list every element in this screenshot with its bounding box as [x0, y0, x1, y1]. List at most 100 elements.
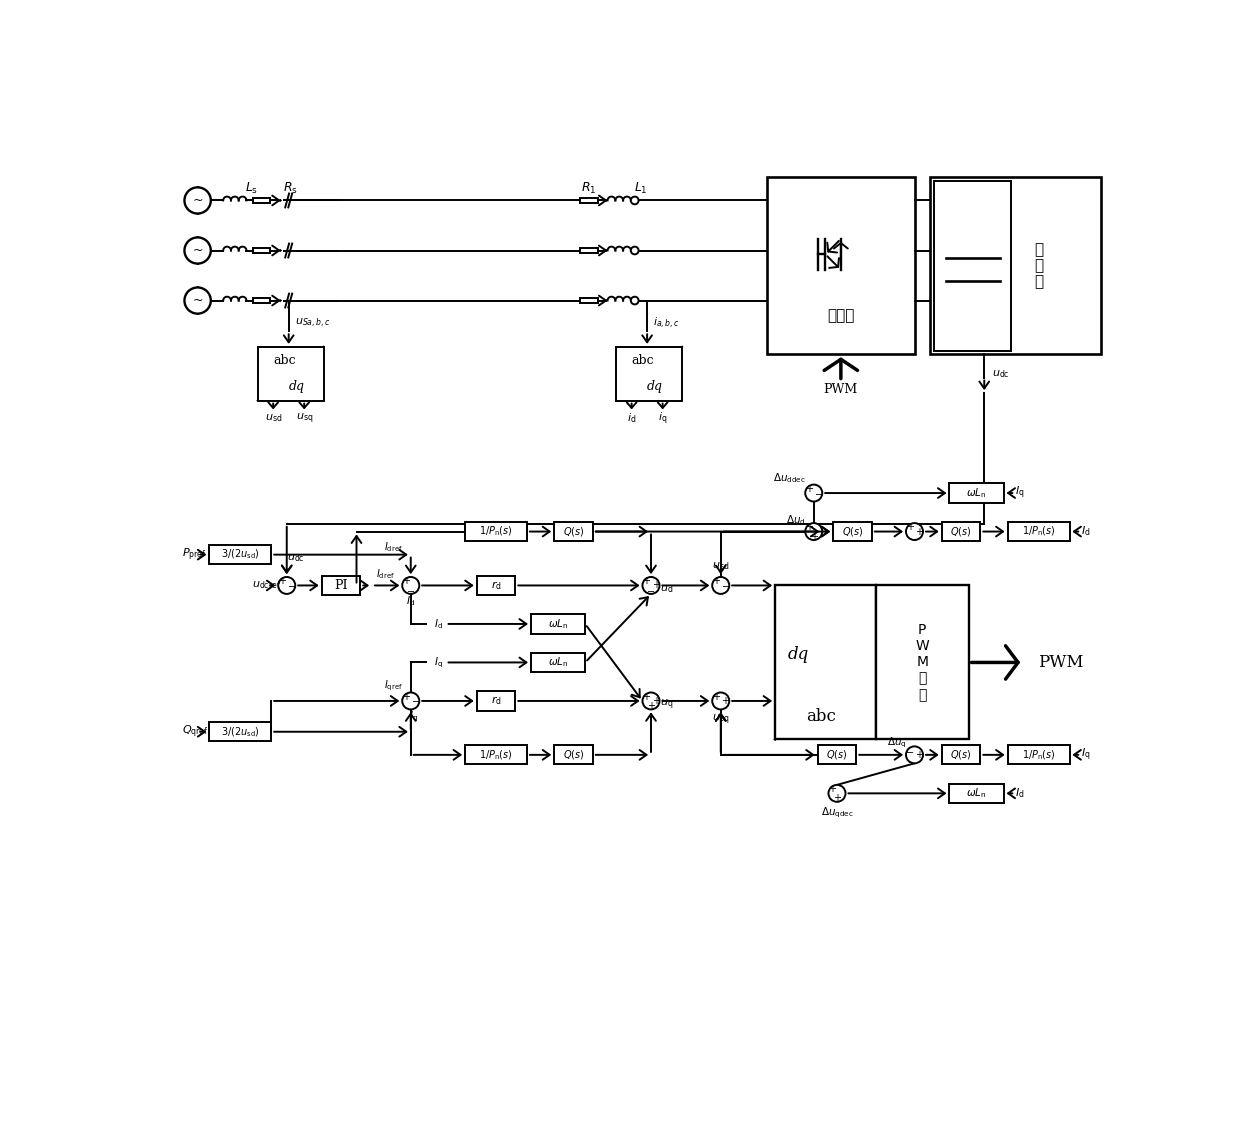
- Text: $u_{\rm q}$: $u_{\rm q}$: [660, 698, 673, 712]
- Circle shape: [712, 577, 729, 594]
- Text: +: +: [278, 576, 286, 586]
- Text: $Q(s)$: $Q(s)$: [950, 748, 972, 762]
- Text: $3/(2u_{\rm sd})$: $3/(2u_{\rm sd})$: [221, 724, 259, 738]
- Text: $u_{\rm dcref}$: $u_{\rm dcref}$: [252, 579, 281, 592]
- Circle shape: [642, 693, 660, 710]
- Text: +: +: [906, 522, 914, 532]
- Text: $\Delta u_{\rm ddec}$: $\Delta u_{\rm ddec}$: [773, 470, 806, 485]
- Text: $i_{a,b,c}$: $i_{a,b,c}$: [653, 316, 681, 331]
- Text: $I_{\rm q}$: $I_{\rm q}$: [1081, 747, 1091, 763]
- Text: $\omega L_{\rm n}$: $\omega L_{\rm n}$: [966, 486, 987, 500]
- Text: PWM: PWM: [1039, 654, 1084, 670]
- Circle shape: [642, 577, 660, 594]
- Bar: [833, 522, 872, 541]
- Text: +: +: [915, 526, 923, 537]
- Text: PWM: PWM: [823, 382, 858, 396]
- Bar: [258, 346, 324, 400]
- Circle shape: [278, 577, 295, 594]
- Text: ~: ~: [192, 294, 203, 307]
- Bar: [616, 346, 682, 400]
- Text: $I_{\rm q}$: $I_{\rm q}$: [434, 655, 443, 669]
- Text: abc: abc: [631, 354, 655, 367]
- Text: $I_{\rm qref}$: $I_{\rm qref}$: [384, 678, 403, 693]
- Bar: [554, 745, 593, 765]
- Bar: [476, 576, 516, 595]
- Text: +: +: [642, 576, 650, 586]
- Text: $1/P_{\rm n}(s)$: $1/P_{\rm n}(s)$: [1022, 524, 1055, 539]
- Bar: [210, 544, 272, 565]
- Text: +: +: [805, 522, 813, 532]
- Text: $R_{\rm s}$: $R_{\rm s}$: [283, 181, 298, 197]
- Bar: [580, 298, 598, 304]
- Circle shape: [805, 523, 822, 540]
- Text: $\omega L_{\rm n}$: $\omega L_{\rm n}$: [548, 616, 568, 631]
- Text: dq: dq: [289, 380, 305, 394]
- Text: +: +: [647, 701, 655, 711]
- Circle shape: [906, 746, 923, 764]
- Text: $R_{\rm 1}$: $R_{\rm 1}$: [582, 181, 596, 197]
- Circle shape: [185, 188, 211, 214]
- Text: +: +: [833, 793, 841, 803]
- Text: $1/P_{\rm n}(s)$: $1/P_{\rm n}(s)$: [479, 748, 513, 762]
- Text: 逆变器: 逆变器: [827, 309, 854, 323]
- Bar: [531, 614, 585, 633]
- Text: $L_{\rm 1}$: $L_{\rm 1}$: [634, 181, 647, 197]
- Text: dq: dq: [647, 380, 663, 394]
- Text: +: +: [712, 692, 720, 702]
- Text: $1/P_{\rm n}(s)$: $1/P_{\rm n}(s)$: [479, 524, 513, 539]
- Text: $u_{\rm dc}$: $u_{\rm dc}$: [992, 368, 1009, 379]
- Text: $-$: $-$: [412, 695, 420, 705]
- Bar: [875, 585, 968, 739]
- Bar: [1007, 745, 1069, 765]
- Text: $I_{\rm d}$: $I_{\rm d}$: [407, 594, 415, 608]
- Text: $Q(s)$: $Q(s)$: [842, 525, 863, 538]
- Text: $\Delta u_{\rm q}$: $\Delta u_{\rm q}$: [887, 736, 906, 750]
- Text: $L_{\rm s}$: $L_{\rm s}$: [246, 181, 258, 197]
- Text: $I_{\rm q}$: $I_{\rm q}$: [1016, 485, 1024, 502]
- Text: ~: ~: [192, 193, 203, 207]
- Text: $-$: $-$: [407, 585, 415, 595]
- Circle shape: [712, 693, 729, 710]
- Text: $i_{\rm q}$: $i_{\rm q}$: [658, 411, 667, 426]
- Bar: [580, 248, 598, 253]
- Bar: [531, 652, 585, 672]
- Text: $Q_{\rm qref}$: $Q_{\rm qref}$: [182, 723, 208, 740]
- Circle shape: [805, 485, 822, 502]
- Text: $-$: $-$: [288, 579, 296, 590]
- Text: +: +: [722, 696, 729, 706]
- Text: P
W
M
调
制: P W M 调 制: [915, 623, 929, 702]
- Bar: [321, 576, 361, 595]
- Text: $\Delta u_{\rm d}$: $\Delta u_{\rm d}$: [786, 513, 806, 526]
- Text: dq: dq: [787, 646, 808, 664]
- Text: $I_{\rm dref}$: $I_{\rm dref}$: [384, 540, 403, 554]
- Text: $I_{\rm q}$: $I_{\rm q}$: [408, 709, 418, 723]
- Text: +: +: [652, 696, 660, 706]
- Text: $r_{\rm d}$: $r_{\rm d}$: [491, 694, 501, 708]
- Text: $u_{\rm dc}$: $u_{\rm dc}$: [288, 552, 305, 565]
- Circle shape: [402, 577, 419, 594]
- Bar: [950, 484, 1003, 503]
- Circle shape: [631, 297, 639, 305]
- Bar: [465, 745, 527, 765]
- Bar: [253, 248, 270, 253]
- Text: +: +: [915, 750, 923, 759]
- Bar: [253, 298, 270, 304]
- Text: $i_{\rm d}$: $i_{\rm d}$: [627, 412, 636, 425]
- Text: $\omega L_{\rm n}$: $\omega L_{\rm n}$: [548, 656, 568, 669]
- Text: 新
能
源: 新 能 源: [1034, 243, 1043, 289]
- Text: $u_{\rm sd}$: $u_{\rm sd}$: [712, 560, 729, 573]
- Text: $r_{\rm d}$: $r_{\rm d}$: [491, 579, 501, 592]
- Text: $I_{\rm d}$: $I_{\rm d}$: [434, 616, 443, 631]
- Text: abc: abc: [273, 354, 296, 367]
- Text: $I_{\rm dref}$: $I_{\rm dref}$: [376, 567, 394, 580]
- Bar: [775, 585, 875, 739]
- Text: $Q(s)$: $Q(s)$: [950, 525, 972, 538]
- Bar: [554, 522, 593, 541]
- Text: +: +: [402, 692, 410, 702]
- Bar: [817, 745, 857, 765]
- Text: $I_{\rm d}$: $I_{\rm d}$: [1081, 524, 1091, 539]
- Bar: [941, 522, 981, 541]
- Text: PI: PI: [335, 579, 347, 592]
- Circle shape: [402, 693, 419, 710]
- Text: $u_{\rm sq}$: $u_{\rm sq}$: [712, 713, 729, 728]
